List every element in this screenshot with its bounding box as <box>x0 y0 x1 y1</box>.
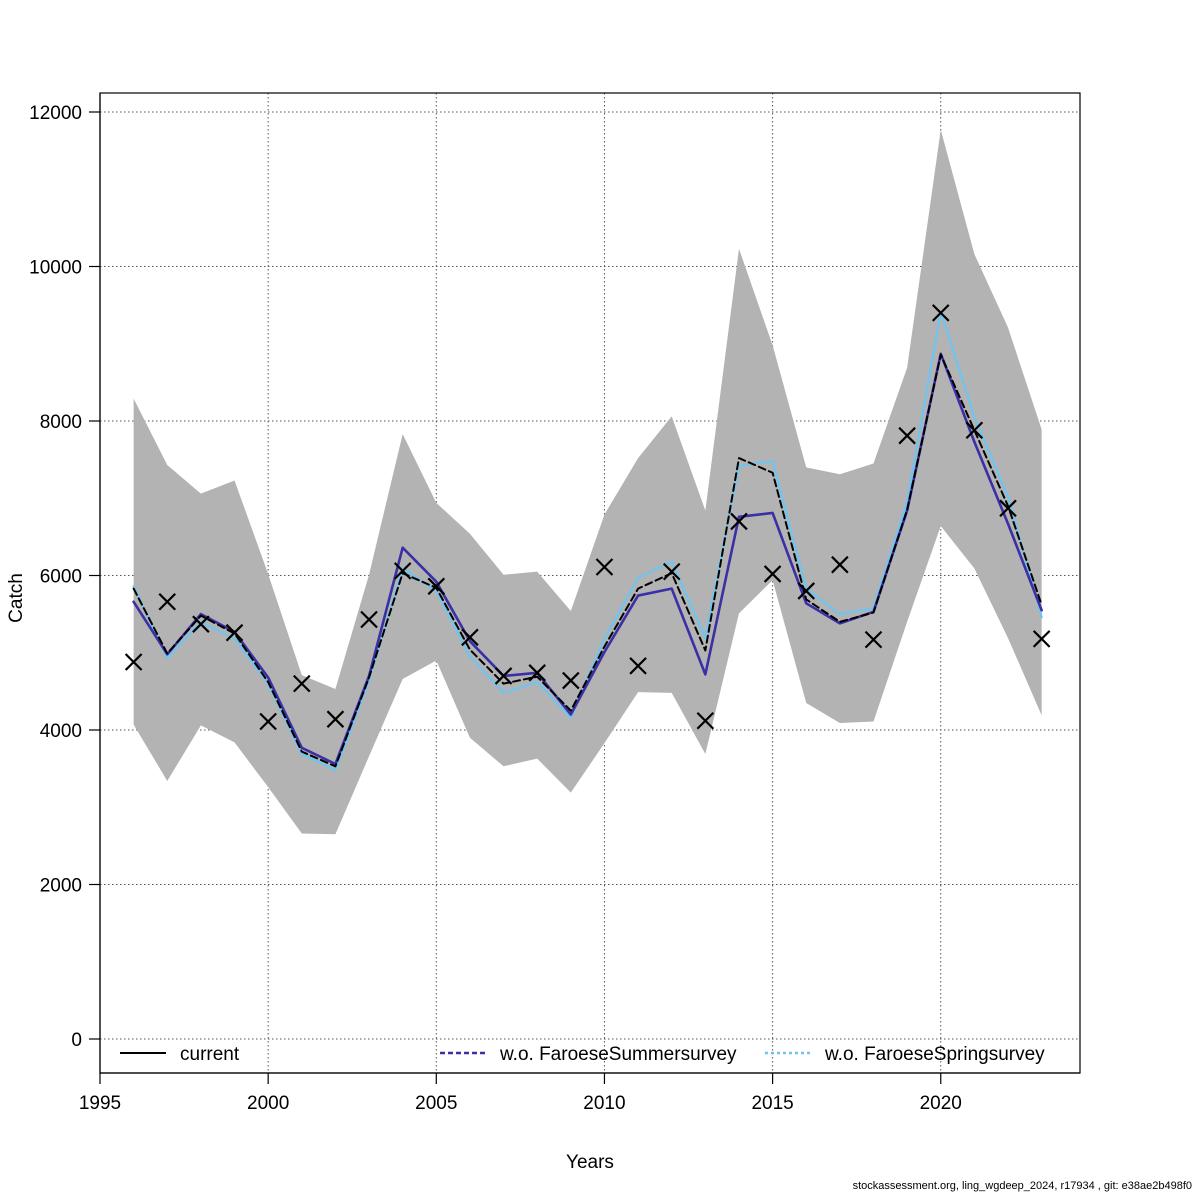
series-line-0 <box>132 353 1043 768</box>
observed-marker <box>763 565 782 583</box>
observed-marker <box>797 582 816 600</box>
observed-marker <box>898 426 916 445</box>
observed-marker <box>528 664 546 682</box>
x-tick-label: 1995 <box>79 1093 121 1114</box>
observed-marker <box>192 615 210 633</box>
x-tick-label: 2015 <box>751 1093 793 1114</box>
y-tick-label: 4000 <box>40 721 82 742</box>
observed-marker <box>629 657 647 675</box>
observed-marker <box>393 562 412 580</box>
observed-marker <box>696 711 715 730</box>
observed-marker <box>427 577 446 596</box>
source-caption: stockassessment.org, ling_wgdeep_2024, r… <box>853 1180 1192 1192</box>
legend: current w.o. FaroeseSummersurvey w.o. Faro… <box>120 1044 1045 1065</box>
observed-marker <box>225 623 244 642</box>
observed-marker <box>158 592 177 611</box>
y-axis: 0 2000 4000 6000 8000 10000 12000 <box>29 93 101 1073</box>
legend-label-2: w.o. FaroeseSpringsurvey <box>824 1044 1045 1065</box>
x-tick-label: 2005 <box>415 1093 457 1114</box>
observed-marker <box>259 712 277 731</box>
y-tick-label: 0 <box>71 1030 82 1051</box>
series-lines <box>132 310 1043 772</box>
observed-marker <box>293 674 311 693</box>
x-axis: 1995 2000 2005 2010 2015 2020 <box>79 1072 1080 1114</box>
observed-marker <box>494 667 513 685</box>
series-line-2 <box>132 310 1043 772</box>
x-tick-label: 2000 <box>247 1093 289 1114</box>
observed-marker <box>1032 630 1051 648</box>
observed-markers <box>124 304 1051 731</box>
observed-marker <box>831 555 849 574</box>
x-axis-title: Years <box>566 1152 614 1173</box>
y-tick-label: 8000 <box>40 412 82 433</box>
y-tick-label: 6000 <box>40 567 82 588</box>
observed-marker <box>461 628 479 647</box>
observed-marker <box>562 671 580 690</box>
observed-marker <box>124 653 143 671</box>
legend-label-0: current <box>180 1044 240 1065</box>
x-tick-label: 2020 <box>920 1093 962 1114</box>
observed-marker <box>595 558 614 576</box>
observed-marker <box>864 630 883 649</box>
observed-marker <box>730 512 748 531</box>
legend-label-1: w.o. FaroeseSummersurvey <box>499 1044 737 1065</box>
y-tick-label: 10000 <box>29 258 82 279</box>
observed-marker <box>326 710 345 728</box>
y-axis-title: Catch <box>6 573 27 623</box>
observed-marker <box>360 610 378 629</box>
observed-marker <box>965 421 984 440</box>
y-tick-label: 2000 <box>40 876 82 897</box>
ci-band-polygon <box>133 129 1042 835</box>
observed-marker <box>662 562 681 581</box>
confidence-band <box>133 129 1042 835</box>
y-tick-label: 12000 <box>29 103 82 124</box>
x-tick-label: 2010 <box>583 1093 625 1114</box>
observed-marker <box>999 499 1017 518</box>
observed-marker <box>931 304 950 322</box>
